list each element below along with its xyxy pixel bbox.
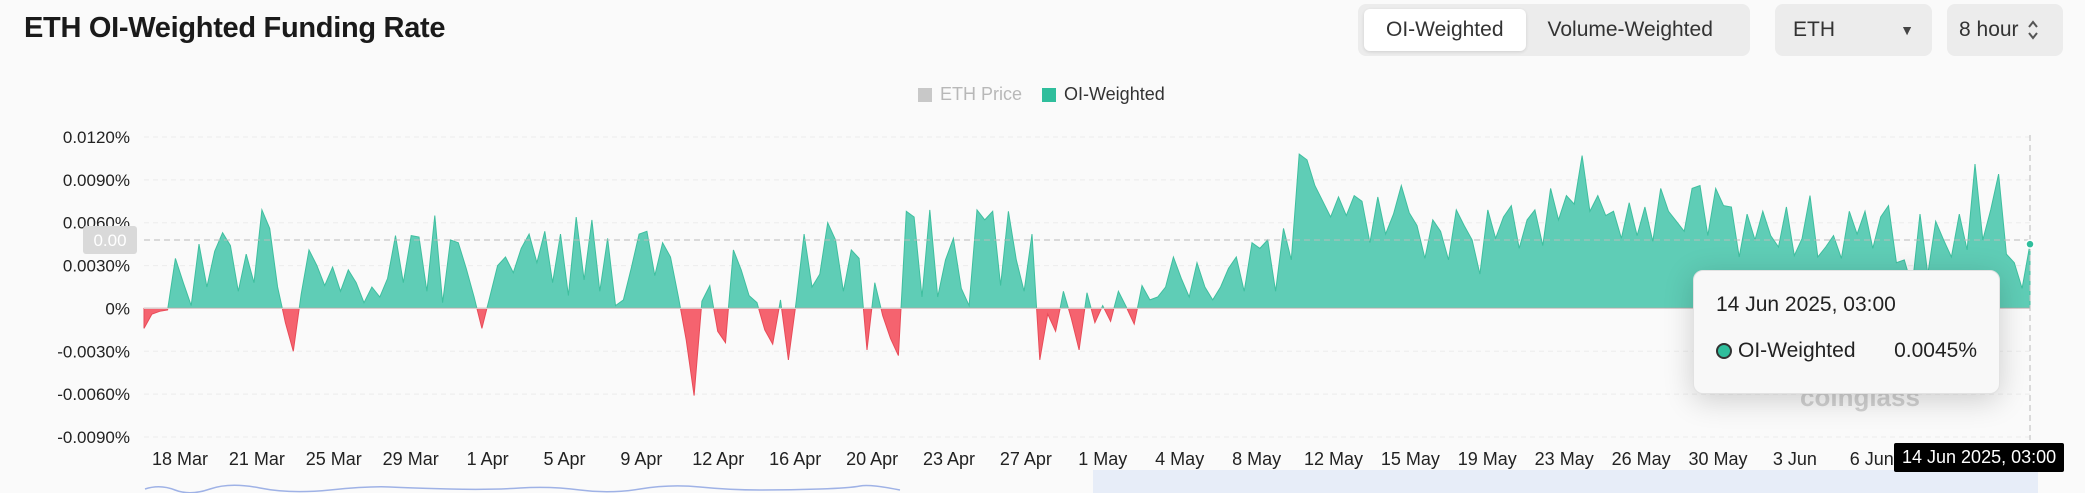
legend-label-oi-weighted: OI-Weighted [1064, 84, 1165, 104]
coin-select[interactable]: ETH ▼ [1775, 4, 1932, 56]
y-axis-ticks: 0.0120%0.0090%0.0060%0.0030%0%-0.0030%-0… [57, 128, 130, 447]
x-tick-label: 4 May [1155, 449, 1204, 469]
legend-item-eth-price[interactable]: ETH Price [918, 84, 1022, 105]
legend-item-oi-weighted[interactable]: OI-Weighted [1042, 84, 1165, 105]
x-tick-label: 12 May [1304, 449, 1363, 469]
interval-select-value: 8 hour [1959, 18, 2019, 41]
y-tick-label: 0.0120% [63, 128, 130, 147]
y-tick-label: 0.0030% [63, 257, 130, 276]
x-tick-label: 8 May [1232, 449, 1281, 469]
tooltip-value: 0.0045% [1894, 339, 1977, 362]
caret-down-icon: ▼ [1900, 22, 1914, 38]
x-tick-label: 25 Mar [306, 449, 362, 469]
tooltip-series: OI-Weighted [1738, 339, 1856, 362]
coin-select-value: ETH [1793, 18, 1835, 41]
y-tick-label: 0% [105, 299, 130, 318]
legend-label-eth-price: ETH Price [940, 84, 1023, 104]
chart-legend: ETH Price OI-Weighted [918, 84, 1175, 105]
x-axis-ticks: 18 Mar 21 Mar 25 Mar 29 Mar 1 Apr 5 Apr 9 Apr 1… [152, 449, 1894, 469]
tab-volume-weighted[interactable]: Volume-Weighted [1547, 18, 1713, 41]
x-tick-label: 27 Apr [1000, 449, 1052, 469]
crosshair: 0.00 [83, 135, 2035, 440]
x-tick-label: 23 May [1535, 449, 1594, 469]
interval-select[interactable]: 8 hour [1947, 4, 2063, 56]
x-tick-label: 6 Jun [1850, 449, 1894, 469]
x-tick-label: 20 Apr [846, 449, 898, 469]
y-tick-label: 0.0090% [63, 171, 130, 190]
x-tick-label: 30 May [1688, 449, 1747, 469]
x-tick-label: 5 Apr [543, 449, 585, 469]
navigator-series [144, 484, 901, 493]
x-tick-label: 29 Mar [383, 449, 439, 469]
x-tick-label: 15 May [1381, 449, 1440, 469]
y-tick-label: -0.0030% [57, 342, 130, 361]
x-tick-label: 23 Apr [923, 449, 975, 469]
tooltip-row: OI-Weighted 0.0045% [1716, 339, 1977, 363]
weighting-toggle: OI-Weighted Volume-Weighted [1358, 4, 1750, 56]
x-tick-label: 21 Mar [229, 449, 285, 469]
y-tick-label: -0.0090% [57, 428, 130, 447]
legend-swatch-oi-weighted [1042, 87, 1057, 102]
up-down-chevron-icon [2027, 20, 2038, 40]
legend-swatch-eth-price [918, 87, 932, 102]
tab-oi-weighted[interactable]: OI-Weighted [1364, 9, 1526, 51]
tooltip: 14 Jun 2025, 03:00 OI-Weighted 0.0045% [1693, 270, 2000, 394]
range-navigator [144, 470, 2038, 493]
tooltip-date: 14 Jun 2025, 03:00 [1716, 293, 1896, 316]
x-tick-label: 19 May [1458, 449, 1517, 469]
series-dot-icon [1716, 343, 1732, 359]
x-tick-label: 16 Apr [769, 449, 821, 469]
x-tick-label: 18 Mar [152, 449, 208, 469]
y-tick-label: -0.0060% [57, 385, 130, 404]
crosshair-y-label-box [83, 226, 137, 254]
x-tick-label: 12 Apr [692, 449, 744, 469]
hover-point [2025, 239, 2035, 249]
crosshair-x-label: 14 Jun 2025, 03:00 [1894, 443, 2065, 472]
navigator-selection [1093, 470, 2038, 493]
x-tick-label: 1 Apr [467, 449, 509, 469]
x-tick-label: 26 May [1612, 449, 1671, 469]
x-tick-label: 1 May [1078, 449, 1127, 469]
x-tick-label: 9 Apr [620, 449, 662, 469]
x-tick-label: 3 Jun [1773, 449, 1817, 469]
page-title: ETH OI-Weighted Funding Rate [24, 12, 446, 44]
crosshair-y-label: 0.00 [93, 231, 126, 250]
